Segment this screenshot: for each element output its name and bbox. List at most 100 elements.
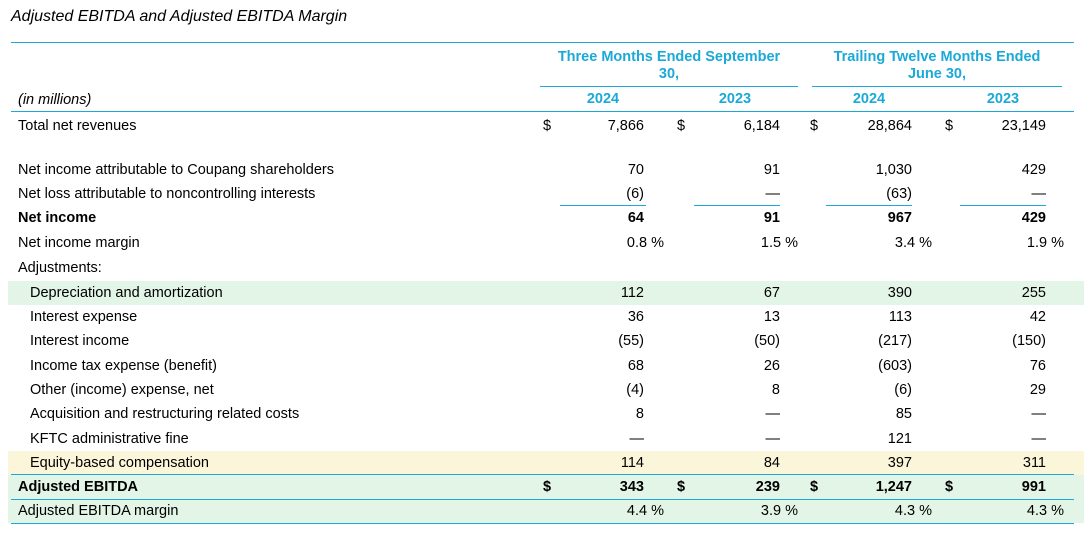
value-cell: — — [629, 431, 645, 447]
value-cell: 91 — [763, 210, 780, 226]
table-row: Income tax expense (benefit) 68 26 (603) 76 — [8, 354, 1084, 378]
value-cell: — — [765, 406, 781, 422]
table-row: Other (income) expense, net (4) 8 (6) 29 — [8, 378, 1084, 402]
row-label: Net loss attributable to noncontrolling … — [18, 186, 316, 202]
row-label: Total net revenues — [18, 118, 137, 134]
value-cell: 121 — [887, 431, 912, 447]
value-cell: 4.3 % — [1026, 503, 1064, 519]
header-rule — [11, 42, 1074, 43]
subtotal-rule — [694, 205, 780, 206]
value-cell: — — [765, 431, 781, 447]
row-label: Income tax expense (benefit) — [30, 358, 217, 374]
year-header: 2024 — [586, 91, 620, 107]
table-row: Net income 64 91 967 429 — [8, 206, 1084, 230]
row-label: Interest expense — [30, 309, 138, 325]
row-label: Net income attributable to Coupang share… — [18, 162, 334, 178]
value-cell: 114 — [620, 455, 644, 471]
table-row: Net income attributable to Coupang share… — [8, 158, 1084, 182]
value-cell: 112 — [620, 285, 644, 301]
value-cell: 8 — [771, 382, 780, 398]
value-cell: 4.4 % — [626, 503, 664, 519]
value-cell: — — [1031, 186, 1047, 202]
table-row: Adjusted EBITDA $343 $239 $1,247 $991 — [8, 475, 1084, 499]
units-label: (in millions) — [18, 92, 92, 108]
value-cell: 343 — [619, 479, 644, 495]
row-label: Depreciation and amortization — [30, 285, 223, 301]
value-cell: 84 — [763, 455, 780, 471]
row-label: Interest income — [30, 333, 130, 349]
value-cell: 26 — [763, 358, 780, 374]
currency-symbol: $ — [945, 118, 954, 134]
value-cell: 239 — [755, 479, 780, 495]
value-cell: (4) — [626, 382, 644, 398]
value-cell: 311 — [1022, 455, 1046, 471]
value-cell: 3.4 % — [894, 235, 932, 251]
currency-symbol: $ — [543, 479, 552, 495]
row-label: KFTC administrative fine — [30, 431, 189, 447]
column-group-ttm: Trailing Twelve Months Ended June 30, — [812, 46, 1062, 86]
value-cell: 29 — [1029, 382, 1046, 398]
value-cell: (603) — [878, 358, 912, 374]
value-cell: 85 — [895, 406, 912, 422]
group-header-line2: 30, — [658, 66, 680, 82]
table-row: Net loss attributable to noncontrolling … — [8, 182, 1084, 206]
row-label: Equity-based compensation — [30, 455, 209, 471]
currency-symbol: $ — [945, 479, 954, 495]
value-cell: 76 — [1029, 358, 1046, 374]
year-header: 2023 — [718, 91, 752, 107]
currency-symbol: $ — [810, 118, 819, 134]
table-row: Equity-based compensation 114 84 397 311 — [8, 451, 1084, 475]
currency-symbol: $ — [677, 479, 686, 495]
value-cell: 68 — [627, 358, 644, 374]
column-group-three-months: Three Months Ended September 30, — [540, 46, 798, 86]
table-row: Interest income (55) (50) (217) (150) — [8, 329, 1084, 353]
row-label: Acquisition and restructuring related co… — [30, 406, 300, 422]
value-cell: (50) — [754, 333, 780, 349]
table-row: Interest expense 36 13 113 42 — [8, 305, 1084, 329]
value-cell: 967 — [887, 210, 912, 226]
row-label: Adjustments: — [18, 260, 102, 276]
table-row: Adjusted EBITDA margin 4.4 % 3.9 % 4.3 % 4.3… — [8, 499, 1084, 523]
value-cell: 1.5 % — [760, 235, 798, 251]
value-cell: 3.9 % — [760, 503, 798, 519]
table-row: Adjustments: — [8, 256, 1084, 280]
value-cell: (63) — [886, 186, 912, 202]
table-title: Adjusted EBITDA and Adjusted EBITDA Marg… — [11, 8, 348, 25]
row-label: Net income — [18, 210, 97, 226]
subtotal-rule — [560, 205, 646, 206]
total-rule-top — [11, 474, 1074, 475]
year-header: 2024 — [852, 91, 886, 107]
value-cell: — — [1031, 406, 1047, 422]
value-cell: 429 — [1021, 162, 1046, 178]
value-cell: 113 — [888, 309, 912, 325]
value-cell: 1,247 — [875, 479, 912, 495]
row-label: Adjusted EBITDA margin — [18, 503, 179, 519]
value-cell: (6) — [626, 186, 644, 202]
group-header-line2: June 30, — [907, 66, 967, 82]
header-bottom-rule — [11, 111, 1074, 112]
table-bottom-rule — [11, 523, 1074, 524]
value-cell: 429 — [1021, 210, 1046, 226]
value-cell: — — [765, 186, 781, 202]
value-cell: 7,866 — [607, 118, 644, 134]
value-cell: (6) — [894, 382, 912, 398]
value-cell: 64 — [627, 210, 644, 226]
row-label: Net income margin — [18, 235, 140, 251]
currency-symbol: $ — [543, 118, 552, 134]
group-underline — [812, 86, 1062, 87]
total-rule-bottom — [11, 499, 1074, 500]
table-row: KFTC administrative fine — — 121 — — [8, 427, 1084, 451]
value-cell: 42 — [1029, 309, 1046, 325]
currency-symbol: $ — [810, 479, 819, 495]
value-cell: 1,030 — [875, 162, 912, 178]
row-label: Adjusted EBITDA — [18, 479, 139, 495]
value-cell: (217) — [878, 333, 912, 349]
row-label: Other (income) expense, net — [30, 382, 214, 398]
value-cell: 91 — [763, 162, 780, 178]
value-cell: 4.3 % — [894, 503, 932, 519]
table-row: Depreciation and amortization 112 67 390 255 — [8, 281, 1084, 305]
value-cell: 23,149 — [1001, 118, 1046, 134]
value-cell: 13 — [763, 309, 780, 325]
value-cell: (55) — [618, 333, 644, 349]
currency-symbol: $ — [677, 118, 686, 134]
